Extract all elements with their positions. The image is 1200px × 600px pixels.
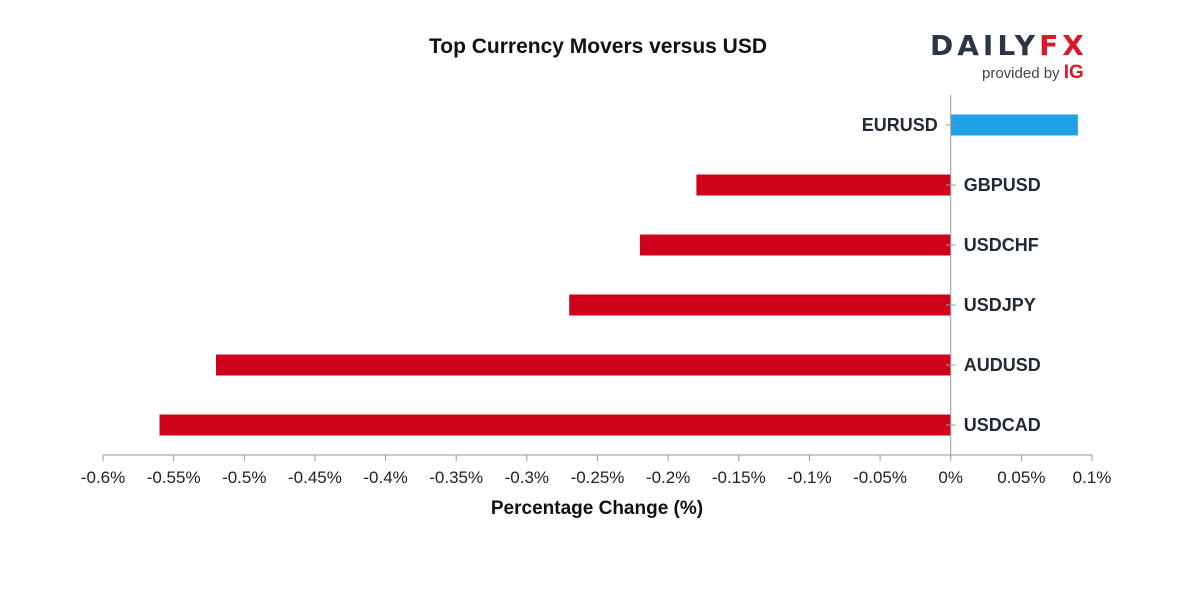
x-tick-label: -0.45%: [288, 468, 342, 487]
bar-gbpusd: [696, 174, 951, 196]
category-label-usdchf: USDCHF: [964, 235, 1039, 255]
x-tick-label: -0.35%: [429, 468, 483, 487]
category-label-audusd: AUDUSD: [964, 355, 1041, 375]
x-tick-label: 0%: [938, 468, 963, 487]
category-label-gbpusd: GBPUSD: [964, 175, 1041, 195]
x-axis-title: Percentage Change (%): [491, 498, 703, 519]
dailyfx-logo: DAILYFX: [930, 30, 1088, 62]
category-label-eurusd: EURUSD: [862, 115, 938, 135]
provided-by-line: provided by IG: [982, 62, 1084, 83]
x-tick-label: -0.3%: [505, 468, 549, 487]
provided-by-text: provided by: [982, 65, 1060, 82]
chart-title: Top Currency Movers versus USD: [429, 35, 767, 58]
bar-audusd: [216, 354, 951, 376]
logo-daily-text: DAILY: [930, 29, 1040, 62]
x-tick-label: 0.1%: [1073, 468, 1112, 487]
x-tick-label: -0.05%: [853, 468, 907, 487]
x-tick-label: -0.15%: [712, 468, 766, 487]
x-tick-label: 0.05%: [997, 468, 1045, 487]
x-tick-label: -0.25%: [571, 468, 625, 487]
ig-logo: IG: [1063, 62, 1084, 83]
bar-eurusd: [950, 114, 1078, 136]
x-tick-label: -0.5%: [222, 468, 266, 487]
bar-usdcad: [159, 414, 951, 436]
category-label-usdcad: USDCAD: [964, 415, 1041, 435]
x-tick-label: -0.1%: [787, 468, 831, 487]
bar-usdjpy: [569, 294, 951, 316]
axis-layer: EURUSD GBPUSD USDCHF USDJPY AUDUSD USDCAD -0.6…: [81, 95, 1112, 487]
bar-usdchf: [639, 234, 951, 256]
x-tick-label: -0.6%: [81, 468, 125, 487]
logo-fx-text: FX: [1039, 29, 1088, 62]
x-tick-label: -0.4%: [363, 468, 407, 487]
x-tick-label: -0.55%: [147, 468, 201, 487]
bars-layer: [159, 114, 1078, 436]
category-label-usdjpy: USDJPY: [964, 295, 1036, 315]
x-tick-label: -0.2%: [646, 468, 690, 487]
